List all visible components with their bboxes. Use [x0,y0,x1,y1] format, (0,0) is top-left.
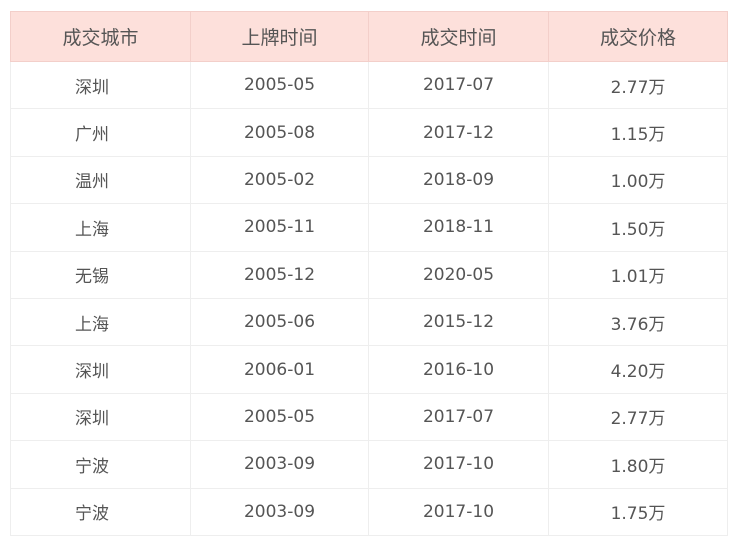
cell-price: 1.01万 [548,250,728,299]
cell-plate-date: 2006-01 [190,345,369,394]
header-row: 成交城市 上牌时间 成交时间 成交价格 [10,11,728,62]
cell-plate-date: 2005-11 [190,203,369,252]
header-deal-date: 成交时间 [368,11,549,62]
table-row: 广州 2005-08 2017-12 1.15万 [10,108,728,157]
cell-price: 1.00万 [548,155,728,205]
cell-deal-date: 2017-12 [368,108,549,157]
cell-price: 1.80万 [548,440,728,489]
cell-city: 上海 [10,297,191,347]
cell-city: 宁波 [10,487,191,536]
table-row: 深圳 2006-01 2016-10 4.20万 [10,345,728,394]
cell-city: 广州 [10,108,191,157]
cell-deal-date: 2015-12 [368,297,549,347]
cell-city: 深圳 [10,345,191,394]
cell-price: 1.50万 [548,203,728,252]
cell-deal-date: 2017-10 [368,440,549,489]
cell-deal-date: 2016-10 [368,345,549,394]
cell-deal-date: 2018-09 [368,155,549,205]
cell-plate-date: 2005-02 [190,155,369,205]
table-row: 上海 2005-06 2015-12 3.76万 [10,297,728,347]
header-city: 成交城市 [10,11,191,62]
cell-deal-date: 2017-10 [368,487,549,536]
table-row: 宁波 2003-09 2017-10 1.80万 [10,440,728,489]
cell-plate-date: 2003-09 [190,487,369,536]
cell-city: 宁波 [10,440,191,489]
cell-price: 1.15万 [548,108,728,157]
cell-plate-date: 2005-06 [190,297,369,347]
cell-price: 2.77万 [548,392,728,442]
cell-price: 1.75万 [548,487,728,536]
table-row: 上海 2005-11 2018-11 1.50万 [10,203,728,252]
cell-city: 深圳 [10,392,191,442]
table-row: 深圳 2005-05 2017-07 2.77万 [10,392,728,442]
cell-plate-date: 2003-09 [190,440,369,489]
cell-plate-date: 2005-05 [190,60,369,110]
cell-deal-date: 2017-07 [368,60,549,110]
table-row: 宁波 2003-09 2017-10 1.75万 [10,487,728,536]
cell-city: 温州 [10,155,191,205]
cell-city: 深圳 [10,60,191,110]
cell-deal-date: 2020-05 [368,250,549,299]
cell-deal-date: 2018-11 [368,203,549,252]
cell-price: 4.20万 [548,345,728,394]
transaction-table: 成交城市 上牌时间 成交时间 成交价格 深圳 2005-05 2017-07 2.77万 广州… [10,11,728,536]
header-plate-date: 上牌时间 [190,11,369,62]
cell-city: 上海 [10,203,191,252]
cell-price: 3.76万 [548,297,728,347]
cell-price: 2.77万 [548,60,728,110]
table-row: 无锡 2005-12 2020-05 1.01万 [10,250,728,299]
cell-plate-date: 2005-08 [190,108,369,157]
cell-plate-date: 2005-12 [190,250,369,299]
cell-deal-date: 2017-07 [368,392,549,442]
table-row: 温州 2005-02 2018-09 1.00万 [10,155,728,205]
table-row: 深圳 2005-05 2017-07 2.77万 [10,60,728,110]
header-price: 成交价格 [548,11,728,62]
cell-plate-date: 2005-05 [190,392,369,442]
cell-city: 无锡 [10,250,191,299]
